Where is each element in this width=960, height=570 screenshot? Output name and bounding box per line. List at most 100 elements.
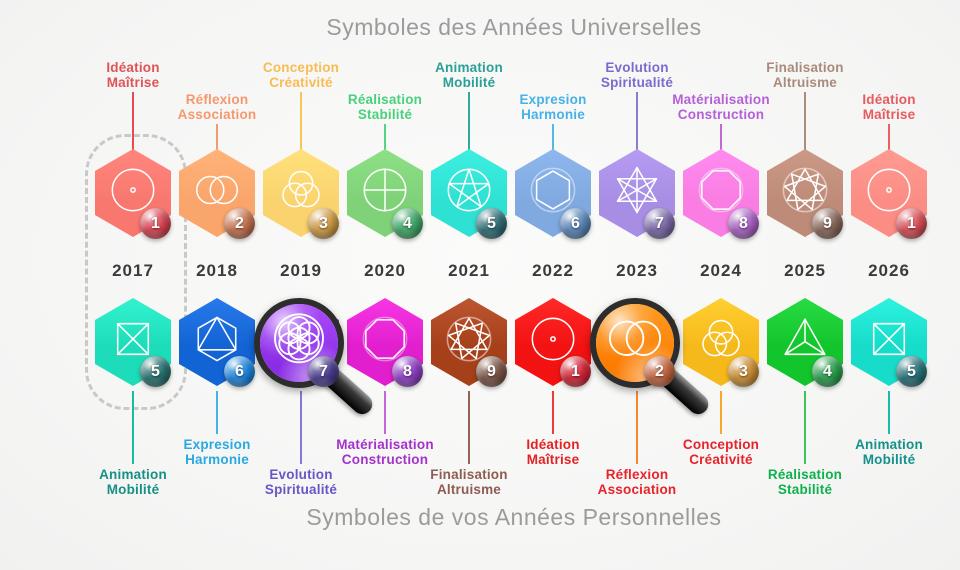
number-badge: 4 xyxy=(392,208,423,239)
number-badge: 9 xyxy=(812,208,843,239)
label-line: Réalisation xyxy=(347,92,423,107)
label-line: Altruisme xyxy=(436,482,502,497)
connector-line xyxy=(888,391,890,434)
personal-symbol-label: Animation Mobilité xyxy=(53,467,213,497)
universal-symbol-label: Expresion Harmonie xyxy=(473,92,633,122)
personal-symbol-label: Idéation Maîtrise xyxy=(473,437,633,467)
year-label: 2024 xyxy=(700,261,742,280)
merkaba-icon xyxy=(616,166,658,214)
label-line: Créativité xyxy=(269,75,333,90)
label-line: Maîtrise xyxy=(862,107,916,122)
circle-dot-icon xyxy=(111,168,155,212)
number-badge: 8 xyxy=(392,356,423,387)
year-label: 2017 xyxy=(112,261,154,280)
number-badge: 8 xyxy=(728,208,759,239)
label-line: Matérialisation xyxy=(336,437,434,452)
year-label: 2023 xyxy=(616,261,658,280)
connector-line xyxy=(636,92,638,150)
year-column-2023: Evolution Spiritualité 7 2023 Réflexion Assoc… xyxy=(590,0,713,570)
pentagram-icon xyxy=(447,168,491,212)
year-label: 2026 xyxy=(868,261,910,280)
circle-dot-icon xyxy=(867,168,911,212)
hexagon-icon xyxy=(530,167,576,213)
tetrahedron-icon xyxy=(784,318,826,356)
personal-symbol-label: Réflexion Association xyxy=(557,467,717,497)
year-column-2025: Finalisation Altruisme 9 2025 Réalisation Sta… xyxy=(763,0,847,570)
square-x-icon xyxy=(872,322,906,356)
universal-symbol-label: Idéation Maîtrise xyxy=(809,92,960,122)
label-line: Conception xyxy=(682,437,760,452)
label-line: Mobilité xyxy=(106,482,160,497)
number-badge: 3 xyxy=(728,356,759,387)
label-line: Maîtrise xyxy=(526,452,580,467)
connector-line xyxy=(132,391,134,464)
label-line: Spiritualité xyxy=(600,75,674,90)
label-line: Mobilité xyxy=(862,452,916,467)
label-line: Evolution xyxy=(269,467,333,482)
label-line: Animation xyxy=(435,60,503,75)
connector-line xyxy=(384,391,386,434)
personal-symbol-label: Finalisation Altruisme xyxy=(389,467,549,497)
number-badge: 6 xyxy=(560,208,591,239)
number-badge: 4 xyxy=(812,356,843,387)
connector-line xyxy=(132,92,134,150)
year-column-2019: Conception Créativité 3 2019 Evolution Spirit… xyxy=(254,0,377,570)
personal-years-title: Symboles de vos Années Personnelles xyxy=(306,504,722,530)
label-line: Idéation xyxy=(106,60,160,75)
magnifier-lens xyxy=(254,298,344,388)
magnifier-icon xyxy=(254,0,377,570)
label-line: Association xyxy=(597,482,677,497)
label-line: Réflexion xyxy=(185,92,249,107)
year-column-2024: Matérialisation Construction 8 2024 Concepti… xyxy=(672,0,769,570)
number-badge: 1 xyxy=(560,356,591,387)
label-line: Harmonie xyxy=(185,452,249,467)
connector-line xyxy=(552,124,554,150)
connector-line xyxy=(720,124,722,150)
trinity-icon xyxy=(282,170,320,208)
label-line: Maîtrise xyxy=(106,75,160,90)
trinity-icon xyxy=(702,319,740,357)
label-line: Expresion xyxy=(183,437,251,452)
connector-line xyxy=(804,92,806,150)
universal-symbol-label: Idéation Maîtrise xyxy=(53,60,213,90)
label-line: Animation xyxy=(855,437,923,452)
universal-symbol-label: Conception Créativité xyxy=(221,60,381,90)
label-line: Idéation xyxy=(862,92,916,107)
octagon-icon xyxy=(362,316,408,362)
label-line: Conception xyxy=(262,60,340,75)
nonagram-icon xyxy=(446,316,492,362)
label-line: Association xyxy=(177,107,257,122)
year-column-2020: Réalisation Stabilité 4 2020 Matérialisation… xyxy=(336,0,433,570)
number-badge: 2 xyxy=(224,208,255,239)
year-label: 2022 xyxy=(532,261,574,280)
label-line: Matérialisation xyxy=(672,92,770,107)
universal-symbol-label: Evolution Spiritualité xyxy=(557,60,717,90)
number-badge: 7 xyxy=(644,208,675,239)
label-line: Créativité xyxy=(689,452,753,467)
label-line: Réflexion xyxy=(605,467,669,482)
label-line: Altruisme xyxy=(772,75,838,90)
triangle-hex-icon xyxy=(197,316,237,362)
label-line: Construction xyxy=(341,452,429,467)
year-columns: Idéation Maîtrise 1 2017 Animation Mobilité 5 R… xyxy=(91,0,931,570)
number-badge: 1 xyxy=(896,208,927,239)
year-column-2022: Expresion Harmonie 6 2022 Idéation Maîtrise 1 xyxy=(511,0,595,570)
label-line: Construction xyxy=(677,107,765,122)
crossed-circle-icon xyxy=(363,168,407,212)
year-label: 2020 xyxy=(364,261,406,280)
square-x-icon xyxy=(116,322,150,356)
label-line: Finalisation xyxy=(430,467,508,482)
circle-dot-icon xyxy=(531,317,575,361)
personal-symbol-label: Animation Mobilité xyxy=(809,437,960,467)
label-line: Animation xyxy=(99,467,167,482)
number-badge: 2 xyxy=(644,356,675,387)
connector-line xyxy=(888,124,890,150)
connector-line xyxy=(300,391,302,464)
personal-symbol-label: Expresion Harmonie xyxy=(137,437,297,467)
universal-symbol-label: Réflexion Association xyxy=(137,92,297,122)
personal-symbol-label: Conception Créativité xyxy=(641,437,801,467)
number-badge: 3 xyxy=(308,208,339,239)
connector-line xyxy=(636,391,638,464)
connector-line xyxy=(552,391,554,434)
label-line: Mobilité xyxy=(442,75,496,90)
